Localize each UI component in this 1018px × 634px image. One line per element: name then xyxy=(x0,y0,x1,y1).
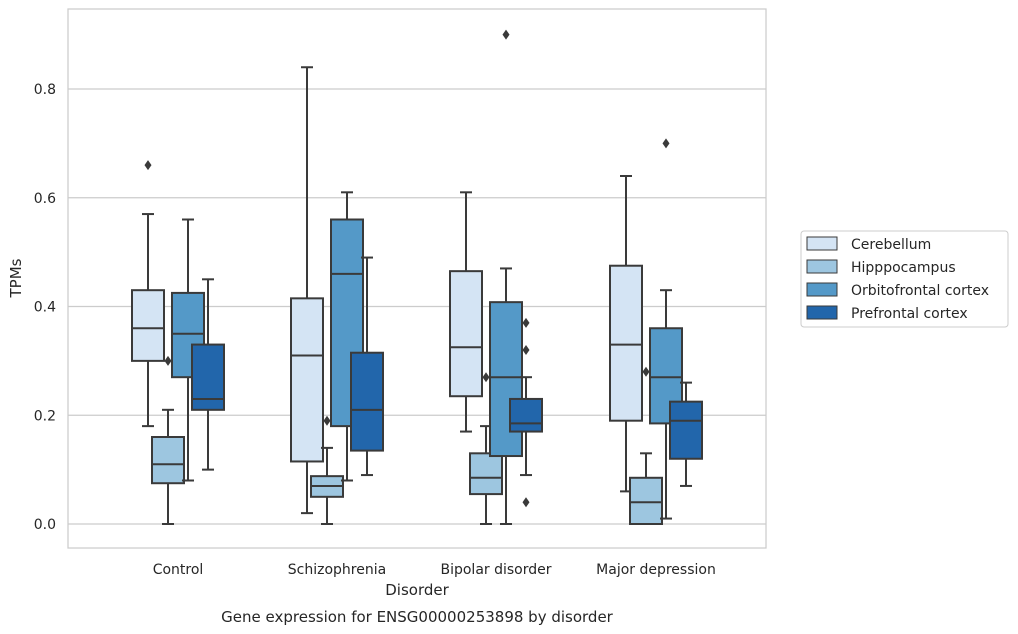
box-body xyxy=(290,297,324,463)
box-body xyxy=(509,397,543,433)
legend-swatch xyxy=(806,305,838,320)
x-tick-label: Bipolar disorder xyxy=(440,562,551,578)
y-tick-label: 0.4 xyxy=(34,300,56,316)
outlier-marker xyxy=(502,29,510,40)
legend-frame xyxy=(800,230,1009,328)
box-body xyxy=(191,343,225,411)
outlier-marker xyxy=(323,415,331,426)
box-0-2 xyxy=(449,191,483,433)
legend-label: Hipppocampus xyxy=(851,260,956,276)
chart-caption: Gene expression for ENSG00000253898 by d… xyxy=(221,608,614,626)
outlier-marker xyxy=(522,345,530,355)
outlier-marker xyxy=(522,497,530,508)
box-1-1 xyxy=(310,415,344,525)
box-body xyxy=(171,291,205,379)
legend-label: Cerebellum xyxy=(851,237,931,253)
box-3-1 xyxy=(350,256,384,477)
legend: Cerebellum Hipppocampus Orbitofrontal cort… xyxy=(800,230,1009,328)
box-1-3 xyxy=(629,366,663,525)
legend-swatch xyxy=(806,259,838,274)
box-body xyxy=(609,264,643,422)
y-axis-label: TPMs xyxy=(7,258,25,298)
legend-label: Prefrontal cortex xyxy=(851,306,968,322)
x-tick-label: Schizophrenia xyxy=(288,562,386,578)
legend-swatch xyxy=(806,236,838,251)
y-tick-labels: 0.0 0.2 0.4 0.6 0.8 xyxy=(34,82,56,533)
x-tick-labels: Control Schizophrenia Bipolar disorder Majo… xyxy=(153,562,716,578)
box-0-3 xyxy=(609,175,643,493)
box-3-3 xyxy=(669,381,703,487)
y-tick-label: 0.0 xyxy=(34,517,56,533)
box-2-0 xyxy=(171,218,205,482)
y-tick-label: 0.8 xyxy=(34,82,56,98)
outlier-marker xyxy=(164,355,172,366)
box-2-3 xyxy=(649,138,683,520)
y-tick-label: 0.6 xyxy=(34,191,56,207)
box-1-2 xyxy=(469,372,503,525)
box-3-0 xyxy=(191,278,225,471)
plot-frame xyxy=(67,8,767,549)
box-3-2 xyxy=(509,317,543,508)
box-groups xyxy=(131,29,703,525)
outlier-marker xyxy=(642,366,650,377)
x-tick-label: Major depression xyxy=(596,562,716,578)
box-body xyxy=(350,351,384,452)
x-tick-label: Control xyxy=(153,562,204,578)
box-body xyxy=(669,400,703,460)
box-body xyxy=(131,289,165,362)
box-body xyxy=(449,270,483,398)
outlier-marker xyxy=(662,138,670,149)
legend-label: Orbitofrontal cortex xyxy=(851,283,989,299)
box-0-1 xyxy=(290,66,324,515)
outlier-marker xyxy=(522,317,530,328)
box-1-0 xyxy=(151,355,185,525)
outlier-marker xyxy=(482,372,490,383)
outlier-marker xyxy=(144,160,152,171)
legend-swatch xyxy=(806,282,838,297)
box-2-2 xyxy=(489,29,523,525)
box-0-0 xyxy=(131,160,165,428)
box-body xyxy=(629,476,663,525)
y-tick-label: 0.2 xyxy=(34,408,56,424)
box-body xyxy=(151,436,185,485)
box-body xyxy=(469,452,503,496)
box-body xyxy=(489,301,523,458)
x-axis-label: Disorder xyxy=(385,581,449,599)
